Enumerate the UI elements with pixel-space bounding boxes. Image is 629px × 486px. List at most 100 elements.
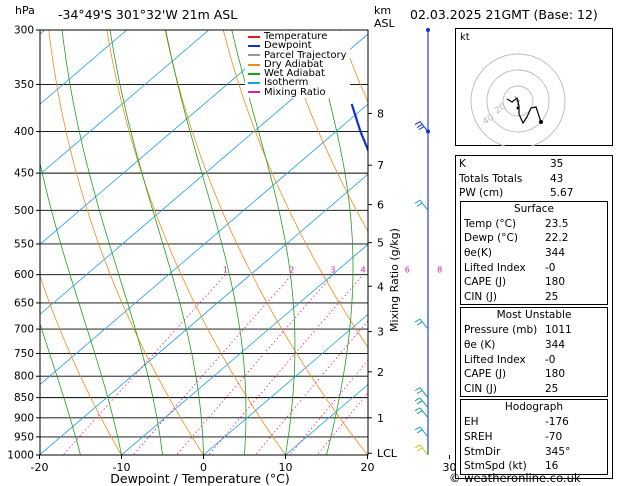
stat-value: 344 [545, 246, 566, 259]
mixing-ratio-label: 6 [405, 266, 410, 275]
height-tick-label: 1 [377, 412, 384, 425]
stat-label: StmDir [464, 445, 501, 458]
height-tick-label: LCL [377, 447, 398, 460]
stat-value: -0 [545, 353, 556, 366]
legend-item: Isotherm [248, 77, 347, 89]
stat-value: 16 [545, 460, 559, 473]
stat-value: 25 [545, 290, 559, 303]
wet-adiabat-line [165, 30, 247, 455]
legend-item: Mixing Ratio [248, 86, 347, 98]
temperature-tick-label: 20 [361, 461, 375, 474]
stat-row: Lifted Index -0 [461, 261, 607, 276]
legend-swatch [248, 35, 260, 38]
legend-label: Wet Adiabat [264, 68, 325, 80]
indices-panel: K 35 Totals Totals 43 PW (cm) 5.67 Surface Te… [455, 155, 613, 479]
mixing-ratio-line [316, 392, 368, 455]
pressure-tick-label: 450 [14, 168, 34, 180]
wind-barb [414, 426, 429, 438]
stat-value: 344 [545, 338, 566, 351]
stat-label: CAPE (J) [464, 276, 507, 289]
wet-adiabat-line [109, 30, 204, 455]
wind-barb [414, 407, 429, 419]
mixing-ratio-label: 3 [330, 266, 335, 275]
pressure-tick-label: 850 [14, 392, 34, 404]
stat-row: Lifted Index -0 [461, 353, 607, 368]
mixing-ratio-axis-label: Mixing Ratio (g/kg) [388, 228, 401, 332]
stat-label: Dewp (°C) [464, 232, 518, 245]
pressure-tick-label: 400 [14, 126, 34, 138]
stat-label: CAPE (J) [464, 368, 507, 381]
legend-label: Temperature [264, 31, 328, 42]
hodograph-title: Hodograph [504, 401, 564, 414]
dry-adiabat-line [280, 30, 368, 233]
most-unstable-title: Most Unstable [496, 309, 572, 322]
wind-marker [426, 28, 430, 32]
hodograph-ring [486, 69, 550, 133]
wet-adiabat-line [40, 322, 81, 455]
stat-label: Pressure (mb) [464, 324, 538, 337]
height-tick-label: 5 [377, 237, 384, 250]
stat-row: CAPE (J) 180 [461, 367, 607, 382]
stat-row: EH -176 [461, 415, 607, 430]
legend: Temperature Dewpoint Parcel Trajectory Dry … [245, 31, 350, 99]
stat-value: 180 [545, 276, 566, 289]
height-tick-label: 6 [377, 199, 384, 212]
pressure-tick-label: 950 [14, 431, 34, 443]
dry-adiabat-line [616, 6, 629, 473]
pressure-tick-label: 800 [14, 371, 34, 383]
isotherm-line [40, 30, 210, 175]
stat-row: θe (K) 344 [461, 338, 607, 353]
pressure-tick-label: 1000 [7, 450, 34, 462]
legend-label: Isotherm [264, 77, 309, 89]
most-unstable-section: Most Unstable Pressure (mb) 1011 θe (K) 344… [460, 307, 608, 398]
stat-row: θe(K) 344 [461, 246, 607, 261]
stat-row: Totals Totals 43 [456, 172, 612, 187]
wet-adiabat-line [231, 30, 296, 455]
x-axis-label: Dewpoint / Temperature (°C) [110, 471, 289, 486]
stat-row: Pressure (mb) 1011 [461, 323, 607, 338]
isotherm-line [202, 313, 368, 455]
legend-swatch [248, 54, 260, 57]
legend-item: Parcel Trajectory [248, 50, 347, 60]
legend-swatch [248, 72, 260, 75]
hodograph-point [539, 120, 543, 124]
stat-label: CIN (J) [464, 382, 497, 395]
sounding-datetime: 02.03.2025 21GMT (Base: 12) [410, 7, 598, 22]
isotherm-line [120, 243, 368, 455]
legend-item: Dry Adiabat [248, 59, 347, 70]
stat-value: 1011 [545, 324, 572, 337]
legend-label: Mixing Ratio [264, 86, 326, 98]
storm-motion-point [516, 106, 520, 110]
wet-adiabat-line [310, 30, 354, 455]
stat-value: -70 [545, 430, 563, 443]
mixing-ratio-label: 2 [289, 266, 294, 275]
isotherm-line [40, 173, 368, 455]
height-tick-label: 7 [377, 159, 384, 172]
stat-label: θe(K) [464, 246, 492, 259]
stat-value: 43 [550, 172, 564, 185]
pressure-tick-label: 650 [14, 297, 34, 309]
isotherm-line [40, 30, 128, 105]
stat-row: StmSpd (kt) 16 [461, 459, 607, 474]
wind-barb [414, 397, 429, 409]
storm-motion-vector [514, 95, 519, 109]
pressure-tick-label: 600 [14, 269, 34, 281]
wind-barb [414, 318, 429, 330]
pressure-tick-label: 300 [14, 25, 34, 37]
wet-adiabat-line [61, 30, 163, 455]
km-unit-label: km [374, 4, 392, 17]
legend-item: Temperature [248, 31, 347, 42]
surface-title: Surface [513, 202, 554, 215]
temperature-tick-label: 10 [279, 461, 293, 474]
stat-value: -176 [545, 416, 569, 429]
pressure-tick-label: 350 [14, 79, 34, 91]
hodograph-trace [506, 96, 542, 125]
stat-value: 345° [545, 445, 571, 458]
stat-label: Temp (°C) [464, 217, 517, 230]
mixing-ratio-line [132, 274, 293, 455]
height-tick-label: 8 [377, 107, 384, 120]
asl-unit-label: ASL [374, 17, 395, 30]
legend-label: Dewpoint [264, 40, 312, 52]
stat-value: 23.5 [545, 217, 569, 230]
hodograph-ring [502, 85, 534, 117]
